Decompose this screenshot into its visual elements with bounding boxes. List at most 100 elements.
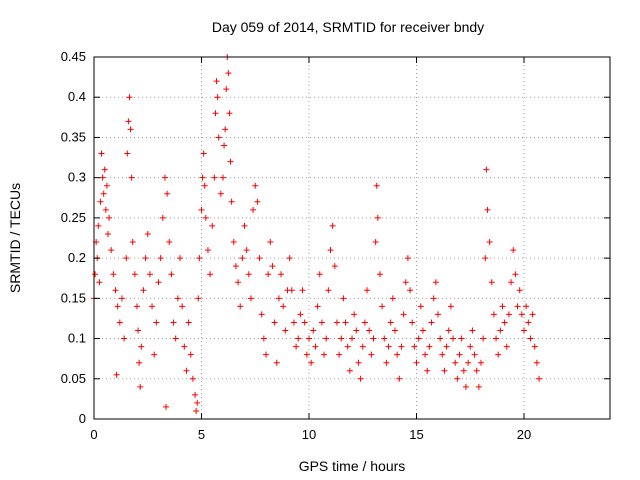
data-point (422, 351, 429, 358)
data-point (198, 206, 205, 213)
data-point (372, 239, 379, 246)
data-point (153, 319, 160, 326)
data-point (194, 399, 201, 406)
x-tick-label: 20 (517, 427, 531, 442)
data-point (329, 222, 336, 229)
data-point (213, 78, 220, 85)
data-point (413, 359, 420, 366)
data-point (398, 343, 405, 350)
data-point (222, 126, 229, 133)
data-point (333, 319, 340, 326)
data-point (521, 327, 527, 334)
data-point (278, 271, 285, 278)
data-point (280, 303, 287, 310)
data-point (480, 335, 487, 342)
data-point (435, 311, 441, 318)
data-point (407, 287, 414, 294)
data-point (214, 94, 221, 101)
data-point (243, 247, 250, 254)
y-tick-label: 0.1 (68, 331, 86, 346)
data-point (308, 359, 315, 366)
data-point (490, 311, 497, 318)
y-tick-label: 0.25 (61, 210, 86, 225)
data-point (396, 375, 403, 382)
data-point (164, 190, 171, 197)
data-point (245, 271, 252, 278)
data-point (475, 383, 482, 390)
data-point (207, 271, 214, 278)
data-point (217, 190, 224, 197)
data-point (121, 335, 128, 342)
data-point (443, 343, 450, 350)
data-point (126, 94, 133, 101)
data-point (450, 335, 457, 342)
data-point (290, 319, 297, 326)
data-point (254, 198, 261, 205)
data-point (131, 271, 138, 278)
data-point (295, 335, 302, 342)
data-point (104, 230, 111, 237)
data-point (237, 303, 244, 310)
x-tick-label: 0 (90, 427, 97, 442)
data-point (338, 335, 345, 342)
data-point (536, 375, 543, 382)
data-point (327, 247, 334, 254)
data-point (523, 303, 530, 310)
data-point (488, 279, 495, 286)
axis-ticks (93, 56, 610, 420)
data-point (99, 174, 106, 181)
data-point (149, 303, 156, 310)
data-point (103, 182, 110, 189)
data-point (144, 230, 151, 237)
data-point (98, 150, 105, 157)
data-point (212, 110, 219, 117)
data-point (127, 126, 134, 133)
data-point (293, 343, 300, 350)
data-point (374, 214, 381, 221)
data-point (189, 375, 196, 382)
data-point (499, 303, 506, 310)
data-point (95, 222, 102, 229)
data-point (493, 335, 500, 342)
data-point (282, 327, 289, 334)
data-point (321, 351, 328, 358)
data-point (260, 335, 267, 342)
data-point (155, 279, 162, 286)
data-point (185, 319, 192, 326)
data-point (146, 271, 153, 278)
chart-title: Day 059 of 2014, SRMTID for receiver bnd… (212, 19, 484, 35)
data-point (227, 158, 234, 165)
data-point (454, 375, 461, 382)
data-point (486, 239, 493, 246)
data-point (96, 279, 103, 286)
data-point (527, 335, 534, 342)
data-point (394, 351, 401, 358)
data-point (353, 327, 360, 334)
data-point (101, 166, 108, 173)
data-point (241, 222, 248, 229)
data-point (183, 367, 190, 374)
data-point (387, 319, 394, 326)
data-point (273, 359, 280, 366)
data-point (439, 351, 446, 358)
data-point (134, 303, 140, 310)
x-tick-label: 5 (198, 427, 205, 442)
data-point (306, 335, 312, 342)
data-point (368, 351, 375, 358)
data-point (402, 279, 409, 286)
data-point (204, 247, 211, 254)
data-point (462, 383, 469, 390)
data-point (497, 327, 504, 334)
data-point (92, 271, 99, 278)
data-point (157, 255, 164, 262)
data-point (181, 343, 188, 350)
data-point (195, 295, 202, 302)
data-point (314, 303, 321, 310)
data-point (525, 319, 532, 326)
data-point (129, 239, 136, 246)
data-point (467, 343, 474, 350)
data-point (312, 343, 319, 350)
data-point (465, 359, 472, 366)
data-point (275, 295, 282, 302)
y-tick-label: 0 (79, 411, 86, 426)
